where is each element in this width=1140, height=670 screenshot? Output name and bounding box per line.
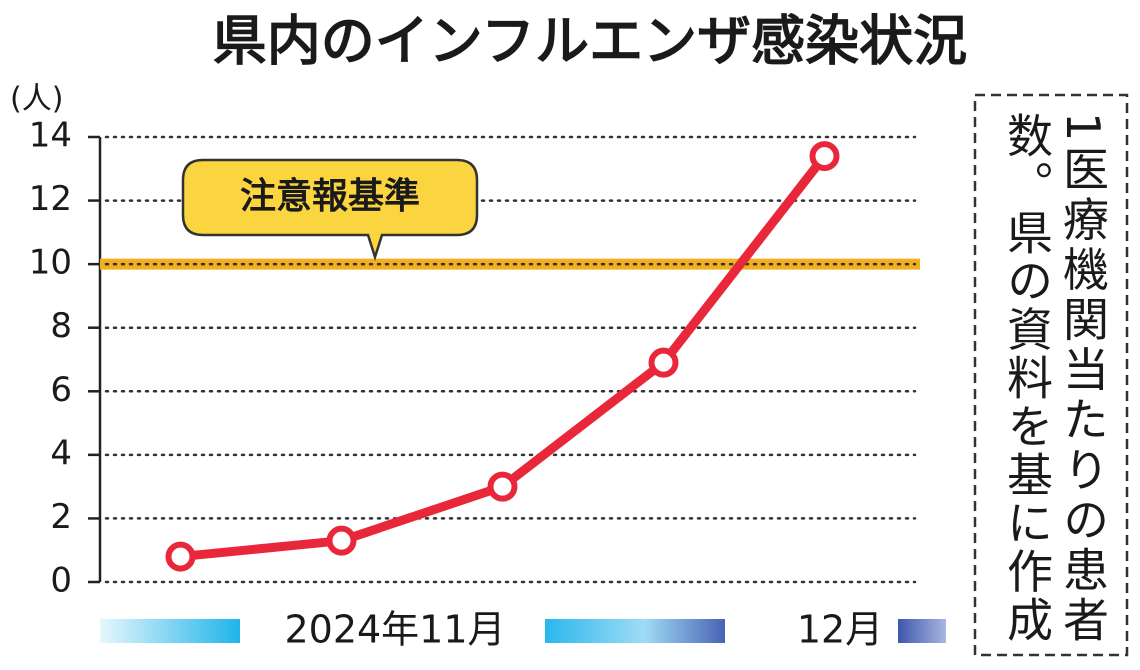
y-tick-label: 12	[29, 179, 72, 219]
data-point	[326, 525, 357, 556]
y-tick-label: 4	[50, 433, 72, 473]
x-label: 12月	[797, 608, 883, 652]
x-band	[100, 619, 240, 643]
callout	[181, 158, 479, 262]
data-point	[809, 141, 840, 172]
y-tick-label: 0	[50, 561, 72, 601]
x-band	[545, 619, 725, 643]
note: 1医療機関当たりの患者	[1056, 112, 1110, 642]
data-point	[487, 471, 518, 502]
y-tick-label: 10	[29, 243, 72, 283]
x-label: 2024年11月	[284, 608, 505, 652]
x-band	[898, 619, 946, 643]
callout-label: 注意報基準	[240, 176, 420, 217]
y-tick-label: 2	[50, 497, 72, 537]
y-unit: (人)	[10, 82, 63, 117]
y-tick-label: 6	[50, 370, 72, 410]
data-point	[165, 541, 196, 572]
y-tick-label: 14	[29, 116, 72, 156]
note: 数。県の資料を基に作成	[1000, 112, 1054, 642]
note-box	[973, 93, 1129, 657]
chart-title: 県内のインフルエンザ感染状況	[213, 10, 967, 73]
data-point	[648, 347, 679, 378]
y-tick-label: 8	[50, 306, 72, 346]
